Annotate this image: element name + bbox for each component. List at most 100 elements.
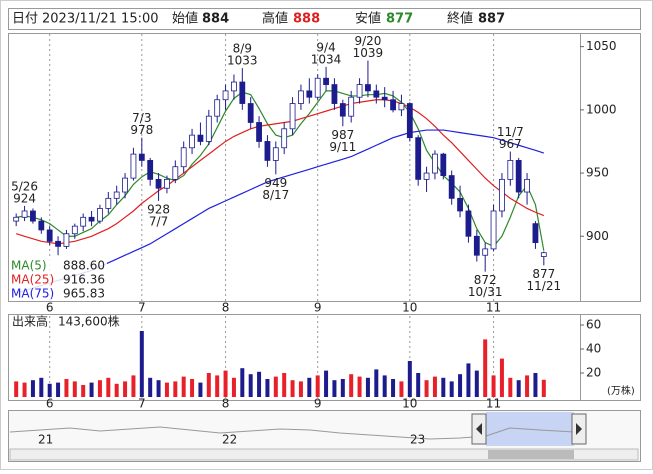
volume-bar	[273, 376, 278, 397]
legend-value: 965.83	[63, 287, 105, 301]
volume-bar	[382, 375, 387, 397]
volume-bar	[391, 379, 396, 397]
volume-bar	[349, 374, 354, 397]
candle-body	[507, 160, 514, 180]
candle-body	[13, 216, 20, 222]
low: 877	[386, 12, 413, 27]
volume-bar	[525, 375, 530, 397]
volume-bar	[89, 382, 94, 397]
candle-body	[164, 178, 170, 189]
volume-bar	[533, 373, 538, 397]
candle-body	[63, 233, 70, 247]
annotation-date: 7/7	[149, 214, 168, 228]
candle-body	[205, 115, 212, 142]
candle-body	[398, 103, 405, 111]
volume-bar	[206, 373, 211, 397]
candle-body	[432, 153, 438, 174]
annotation-price: 987	[331, 128, 354, 142]
header-box	[8, 8, 641, 30]
volume-bar	[248, 374, 253, 397]
candle-body	[55, 240, 61, 247]
candle-body	[499, 178, 505, 212]
candle-body	[239, 81, 246, 104]
volume-bar	[139, 331, 144, 397]
volume-bar	[190, 379, 195, 397]
open-label: 始値	[172, 11, 198, 27]
annotation-date: 9/20	[354, 34, 381, 48]
candle-body	[88, 216, 95, 222]
candle-body	[348, 96, 355, 117]
volume-bar	[223, 370, 228, 397]
volume-bar	[432, 376, 437, 397]
candle-body	[122, 177, 128, 193]
volume-bar	[231, 377, 236, 397]
volume-bar	[416, 373, 421, 397]
high: 888	[293, 12, 320, 27]
annotation-price: 928	[147, 202, 170, 216]
candle-body	[197, 134, 204, 142]
candle-body	[490, 210, 497, 250]
candle-body	[532, 223, 539, 243]
volume-bar	[508, 377, 513, 397]
y-tick-label: 1050	[586, 39, 617, 53]
legend-box	[9, 258, 107, 301]
date-label: 日付	[12, 12, 38, 27]
candle-body	[172, 166, 179, 180]
candle-body	[21, 210, 28, 218]
annotation-price: 967	[499, 137, 522, 151]
candle-body	[80, 216, 87, 227]
annotation-price: 877	[532, 267, 555, 281]
annotation-date: 8/9	[233, 42, 252, 56]
candle-body	[540, 252, 547, 257]
legend-name: MA(25)	[11, 273, 54, 287]
candle-body	[306, 90, 313, 98]
annotation-date: 8/17	[262, 188, 289, 202]
unit-label: (万株)	[607, 384, 635, 397]
volume-bar	[424, 380, 429, 397]
volume-bar	[97, 380, 102, 397]
x-tick-label: 7	[138, 301, 146, 315]
candle-body	[515, 160, 522, 193]
scrollbar[interactable]	[9, 448, 639, 461]
candle-body	[222, 90, 229, 101]
open: 884	[202, 12, 229, 27]
annotation-date: 9/4	[316, 40, 335, 54]
volume-bar	[148, 377, 153, 397]
candle-body	[473, 235, 480, 256]
candle-body	[448, 175, 455, 199]
annotation-price: 978	[130, 123, 153, 137]
x-tick-label: 9	[314, 397, 322, 411]
volume-bar	[30, 380, 35, 397]
volume-bar	[340, 379, 345, 397]
annotation-date: 11/21	[527, 279, 562, 293]
x-tick-label: 7	[138, 397, 146, 411]
volume-bar	[156, 380, 161, 397]
ma-line	[16, 99, 545, 245]
candle-body	[415, 137, 422, 180]
candle-body	[189, 134, 195, 149]
close: 887	[478, 12, 505, 27]
candle-body	[465, 210, 472, 237]
annotation-date: 5/26	[11, 179, 38, 193]
annotation-price: 1033	[227, 54, 258, 68]
volume-bar	[282, 373, 287, 397]
volume-bar	[441, 377, 446, 397]
candle-body	[71, 225, 78, 235]
volume-bar	[39, 377, 44, 397]
candle-body	[264, 141, 271, 161]
candle-body	[356, 84, 363, 98]
arrow	[576, 423, 582, 435]
y-tick-label: 60	[586, 318, 601, 332]
volume-bar	[324, 370, 329, 397]
annotation-price: 924	[13, 191, 36, 205]
candle-body	[423, 172, 430, 180]
candle-body	[289, 103, 296, 130]
volume-latest: 143,600株	[58, 314, 120, 329]
volume-bar	[541, 379, 546, 397]
annotation-price: 949	[264, 176, 287, 190]
scrollbar-thumb[interactable]	[488, 450, 574, 459]
volume-bar	[215, 375, 220, 397]
x-tick-label: 10	[402, 397, 417, 411]
volume-bar	[307, 377, 312, 397]
